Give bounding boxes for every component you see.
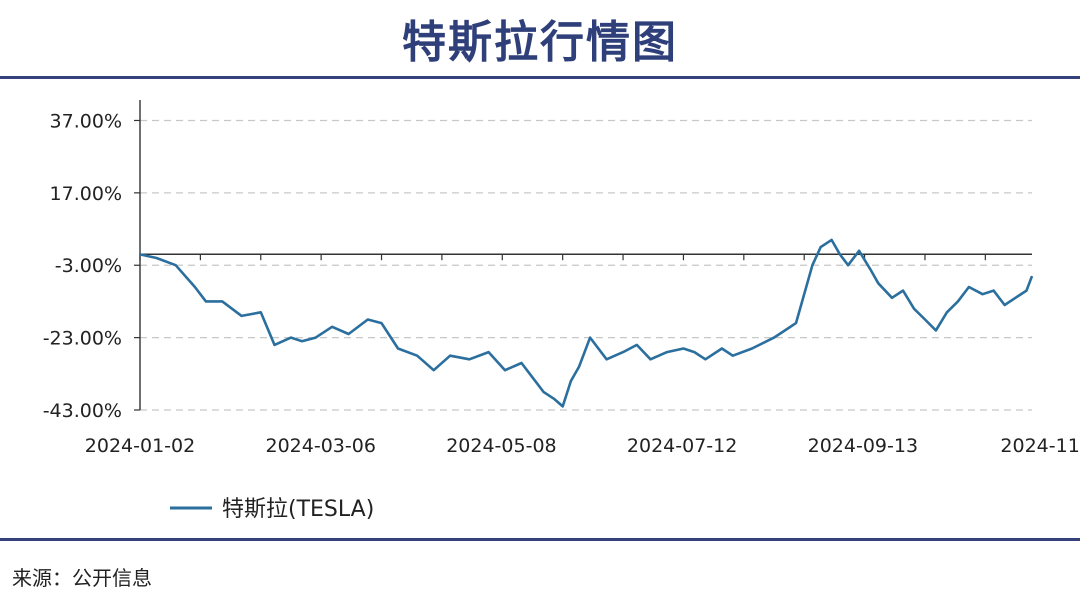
legend-label: 特斯拉(TESLA) (222, 497, 374, 522)
grid-layer (140, 119, 1032, 411)
source-note: 来源：公开信息 (12, 566, 152, 590)
x-tick-label: 2024-07-12 (627, 435, 737, 457)
y-tick-label: 17.00% (50, 183, 122, 205)
axis-layer: 37.00% 17.00% -3.00% -23.00% -43.00% 2024-01-… (43, 100, 1080, 457)
series-line (139, 238, 1034, 408)
y-tick-label: -3.00% (55, 255, 122, 277)
y-tick-label: 37.00% (50, 110, 122, 132)
line-chart: 37.00% 17.00% -3.00% -23.00% -43.00% 2024-01-… (43, 100, 1080, 522)
y-tick-label: -43.00% (43, 400, 122, 422)
top-divider (0, 76, 1080, 79)
series-layer (139, 238, 1034, 408)
x-tick-label: 2024-03-06 (266, 435, 376, 457)
x-tick-label: 2024-11- (1000, 435, 1080, 457)
y-tick-label: -23.00% (43, 328, 122, 350)
chart-title: 特斯拉行情图 (402, 17, 678, 68)
x-tick-label: 2024-05-08 (446, 435, 556, 457)
x-tick-label: 2024-01-02 (85, 435, 195, 457)
legend: 特斯拉(TESLA) (170, 497, 374, 522)
x-tick-label: 2024-09-13 (808, 435, 918, 457)
bottom-divider (0, 538, 1080, 541)
